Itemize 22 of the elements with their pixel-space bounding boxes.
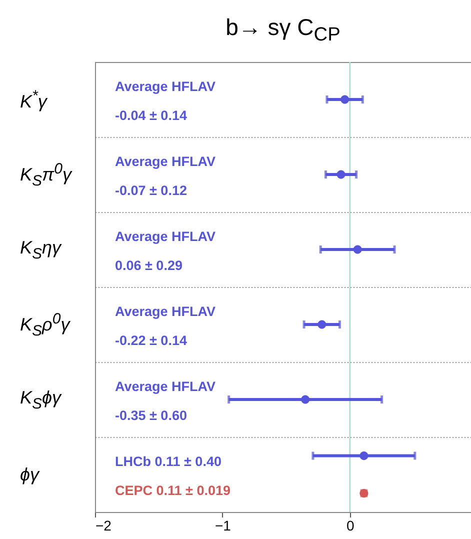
chart-title: b→ sγ C$_{CP}$	[224, 14, 342, 47]
annotation: Average HFLAV	[115, 78, 216, 94]
annotation: Average HFLAV	[115, 154, 216, 169]
x-tick-label: −1	[214, 518, 232, 534]
annotation: Average HFLAV	[115, 304, 216, 319]
annotation: 0.06 ± 0.29	[115, 258, 182, 273]
x-tick-label: 0	[346, 518, 355, 534]
y-tick-label: K$_{S}$π$^{0}$γ	[20, 160, 72, 189]
annotation: Average HFLAV	[115, 378, 216, 394]
annotation: -0.35 ± 0.60	[115, 408, 187, 423]
annotation: LHCb 0.11 ± 0.40	[115, 454, 222, 469]
y-tick-label: ϕγ	[20, 464, 40, 485]
annotation: -0.22 ± 0.14	[115, 333, 188, 348]
y-tick-label: K$_{S}$ϕγ	[20, 387, 62, 412]
x-tick-label: −2	[96, 518, 112, 534]
annotation: CEPC 0.11 ± 0.019	[115, 483, 230, 498]
y-tick-label: K$^{*}$γ	[20, 87, 47, 112]
annotation: Average HFLAV	[115, 228, 216, 244]
annotation: -0.07 ± 0.12	[115, 183, 187, 198]
y-tick-label: K$_{S}$ρ$^{0}$γ	[20, 310, 70, 339]
y-tick-label: K$_{S}$ηγ	[20, 237, 62, 262]
annotation: -0.04 ± 0.14	[115, 108, 188, 123]
